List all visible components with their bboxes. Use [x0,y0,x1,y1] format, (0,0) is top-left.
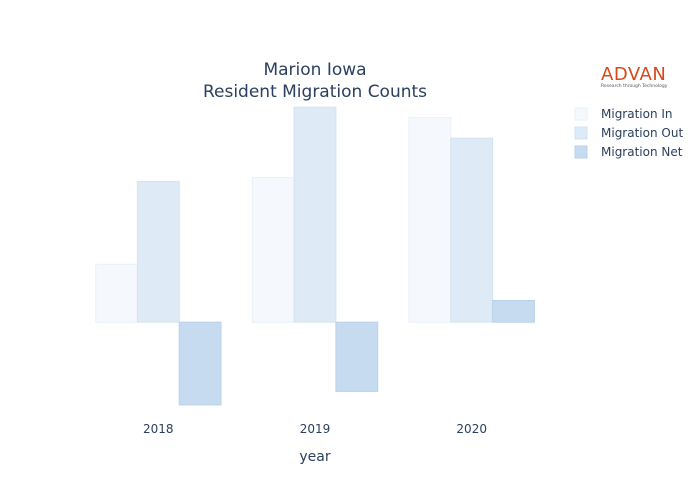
bar-migration-net-2018[interactable] [178,321,222,406]
legend-item-migration-net[interactable]: Migration Net [574,145,683,159]
bar-migration-out-2018[interactable] [136,181,180,323]
bar-migration-out-2019[interactable] [293,106,337,323]
logo-brand: ADVAN [601,64,667,85]
advan-logo: ADVAN Research through Technology [601,66,671,90]
bar-migration-net-2020[interactable] [492,300,535,323]
logo-tagline: Research through Technology [601,84,668,89]
legend-item-migration-in[interactable]: Migration In [574,107,673,121]
legend-label: Migration In [601,107,673,121]
x-tick-label: 2020 [456,422,487,436]
bar-migration-in-2019[interactable] [251,177,295,323]
legend-label: Migration Out [601,126,683,140]
legend-label: Migration Net [601,145,683,159]
x-axis-ticks: 2018 2019 2020 [143,422,487,436]
bar-migration-net-2019[interactable] [335,321,379,392]
legend[interactable]: Migration In Migration Out Migration Net [574,107,683,159]
chart-title-line-2: Resident Migration Counts [203,82,427,102]
bar-group [95,106,535,406]
bar-migration-in-2020[interactable] [408,117,452,323]
chart-title: Marion Iowa Resident Migration Counts [203,60,427,102]
legend-swatch [574,145,588,159]
bar-migration-in-2018[interactable] [95,263,138,323]
chart-title-line-1: Marion Iowa [263,60,366,80]
bar-migration-out-2020[interactable] [450,137,494,323]
x-axis-title: year [299,449,330,465]
legend-swatch [574,126,588,140]
x-tick-label: 2019 [300,422,331,436]
legend-item-migration-out[interactable]: Migration Out [574,126,683,140]
legend-swatch [574,107,588,121]
x-tick-label: 2018 [143,422,174,436]
